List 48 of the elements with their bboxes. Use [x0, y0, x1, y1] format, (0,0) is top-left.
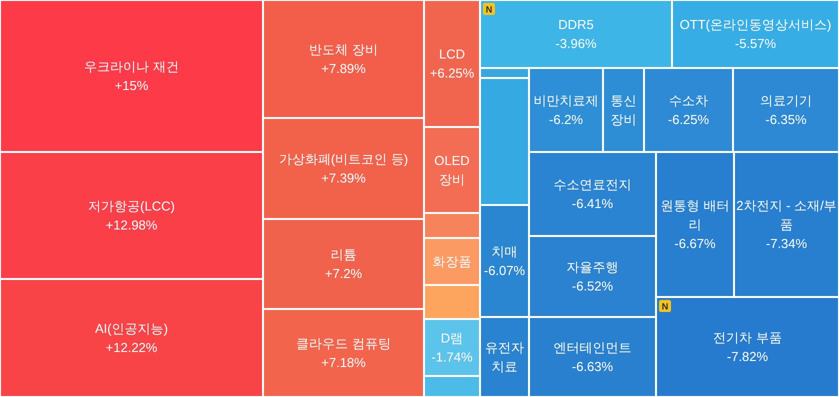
data-label: +12.98%: [106, 218, 158, 232]
category-label: 의료기기: [760, 93, 812, 108]
data-label: -6.2%: [549, 112, 584, 127]
data-label: -7.34%: [766, 236, 808, 251]
category-label: 2차전지 - 소재/부품: [736, 198, 837, 232]
data-label: +7.18%: [321, 355, 366, 370]
category-label: 수소연료전지: [554, 177, 632, 192]
data-label: +12.22%: [106, 340, 158, 355]
data-label: -7.82%: [726, 349, 769, 364]
data-label: -6.52%: [572, 278, 614, 294]
category-label: 화장품: [432, 254, 472, 269]
category-label: LCD: [438, 46, 466, 62]
category-label: 클라우드 컴퓨팅: [296, 336, 391, 351]
category-label: 전기차 부품: [713, 330, 782, 345]
category-label: OTT(온라인동영상서비스): [680, 17, 832, 32]
category-label: 통신 장비: [610, 93, 636, 127]
data-label: -5.57%: [734, 36, 777, 51]
data-label: -6.41%: [572, 196, 614, 211]
category-label: 리튬: [330, 247, 356, 262]
category-label: 우크라이나 재건: [84, 59, 179, 74]
category-label: 수소차: [669, 93, 708, 108]
category-label: AI(인공지능): [95, 321, 168, 336]
data-label: -6.63%: [572, 359, 614, 374]
category-label: 저가항공(LCC): [88, 198, 175, 214]
data-label: -1.74%: [431, 350, 474, 364]
text: N: [662, 302, 668, 312]
data-label: +15%: [114, 78, 149, 93]
data-label: -3.96%: [555, 36, 598, 51]
data-label: -6.25%: [668, 112, 710, 127]
category-label: 원통형 배터리: [660, 198, 730, 232]
data-label: -6.35%: [765, 112, 808, 127]
category-label: DDR5: [558, 17, 594, 32]
data-label: +6.25%: [430, 66, 475, 80]
category-label: 유전자치료: [485, 340, 524, 374]
category-label: 엔터테인먼트: [554, 340, 632, 355]
data-label: -6.67%: [674, 236, 716, 251]
data-label: +7.89%: [321, 61, 366, 76]
category-label: 치매: [492, 244, 518, 259]
data-label: -6.07%: [484, 263, 526, 278]
text: N: [486, 4, 492, 14]
category-label: 가상화폐(비트코인 등): [278, 152, 408, 166]
category-label: D램: [440, 330, 464, 346]
category-label: 반도체 장비: [309, 42, 378, 57]
category-label: 자율주행: [566, 260, 618, 274]
category-label: 비만치료제: [534, 93, 598, 108]
category-label: OLED 장비: [434, 153, 470, 187]
data-label: +7.2%: [324, 266, 363, 281]
data-label: +7.39%: [321, 170, 366, 186]
